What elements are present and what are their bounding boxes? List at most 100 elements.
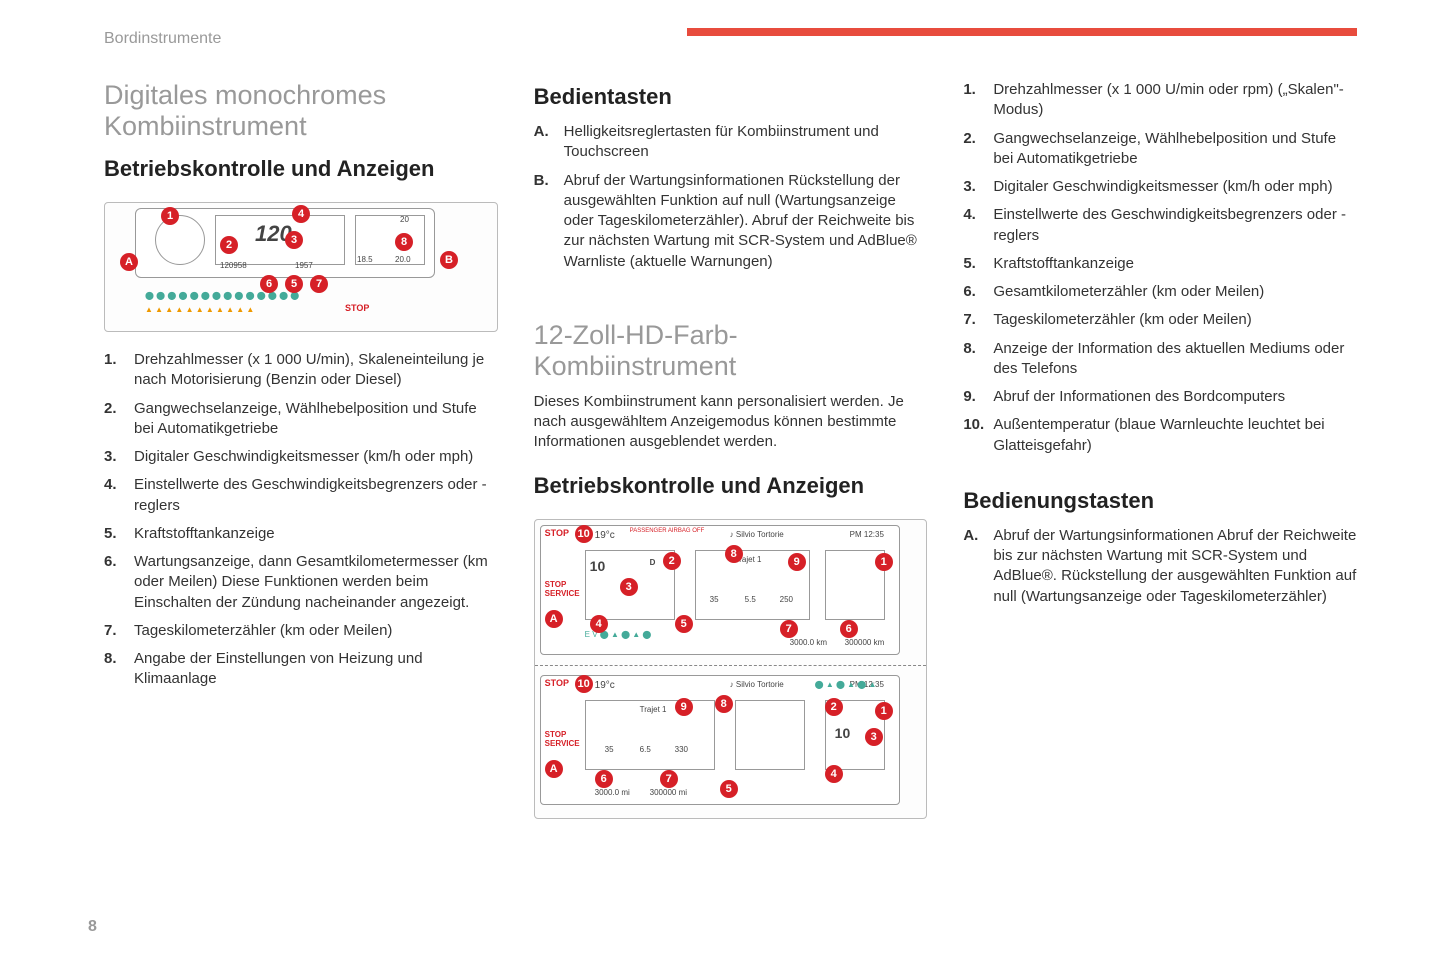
- callout-l9: 9: [675, 698, 693, 716]
- list-marker: 7.: [963, 310, 993, 330]
- callout-l10: 10: [575, 675, 593, 693]
- column-2: Bedientasten A.Helligkeitsreglertasten f…: [534, 80, 928, 837]
- hd-temp-2: 19°c: [595, 680, 615, 691]
- callout-8: 8: [395, 233, 413, 251]
- list-marker: 2.: [104, 399, 134, 419]
- list-col1: 1.Drehzahlmesser (x 1 000 U/min), Skalen…: [104, 350, 498, 698]
- hd-media-name-2: ♪ Silvio Tortorie: [730, 680, 784, 689]
- list-item-text: Anzeige der Information des aktuellen Me…: [993, 339, 1357, 380]
- list-marker: A.: [963, 526, 993, 546]
- callout-B: B: [440, 251, 458, 269]
- list-item-text: Abruf der Wartungsinformationen Rückstel…: [564, 171, 928, 272]
- hd-stop-2: STOP: [545, 678, 569, 688]
- list-item-text: Kraftstofftankanzeige: [993, 254, 1134, 274]
- list-item-text: Einstellwerte des Geschwindigkeitsbegren…: [134, 475, 498, 516]
- heading-bedientasten: Bedientasten: [534, 84, 928, 110]
- list-item-text: Einstellwerte des Geschwindigkeitsbegren…: [993, 205, 1357, 246]
- list-item-text: Angabe der Einstellungen von Heizung und…: [134, 649, 498, 690]
- hd-odo-2b: 300000 mi: [650, 788, 687, 797]
- subtitle-betriebskontrolle-2: Betriebskontrolle und Anzeigen: [534, 473, 928, 499]
- list-item-text: Drehzahlmesser (x 1 000 U/min), Skalenei…: [134, 350, 498, 391]
- callout-u6: 6: [840, 620, 858, 638]
- list-item-text: Gangwechselanzeige, Wählhebelposition un…: [993, 129, 1357, 170]
- dash-temp1: 18.5: [357, 255, 373, 264]
- hd-speed-1: 10: [590, 558, 606, 574]
- list-col2-alpha: A.Helligkeitsreglertasten für Kombiinstr…: [534, 122, 928, 280]
- section-header: Bordinstrumente: [104, 30, 221, 48]
- list-marker: 4.: [963, 205, 993, 225]
- list-item-text: Helligkeitsreglertasten für Kombiinstrum…: [564, 122, 928, 163]
- list-item-text: Tageskilometerzähler (km oder Meilen): [134, 621, 392, 641]
- callout-l8: 8: [715, 695, 733, 713]
- list-marker: 4.: [104, 475, 134, 495]
- column-3: 1.Drehzahlmesser (x 1 000 U/min oder rpm…: [963, 80, 1357, 837]
- figure-separator: [535, 665, 927, 666]
- callout-u1: 1: [875, 553, 893, 571]
- title-hd-instrument: 12-Zoll-HD-Farb-Kombiinstrument: [534, 320, 928, 382]
- callout-u8: 8: [725, 545, 743, 563]
- callout-3: 3: [285, 231, 303, 249]
- subtitle-betriebskontrolle-1: Betriebskontrolle und Anzeigen: [104, 156, 498, 182]
- list-marker: 10.: [963, 415, 993, 435]
- hd-temp-1: 19°c: [595, 530, 615, 541]
- callout-A: A: [120, 253, 138, 271]
- list-marker: 8.: [963, 339, 993, 359]
- hd-trajet-2: Trajet 1: [640, 705, 667, 714]
- warning-icons-row-2: ▲ ▲ ▲ ▲ ▲ ▲ ▲ ▲ ▲ ▲ ▲: [145, 305, 254, 314]
- hd-val-1b: 5.5: [745, 595, 756, 604]
- list-marker: A.: [534, 122, 564, 142]
- hd-val-1c: 250: [780, 595, 793, 604]
- hd-passenger-1: PASSENGER AIRBAG OFF: [630, 528, 705, 534]
- list-marker: 7.: [104, 621, 134, 641]
- list-item-text: Gangwechselanzeige, Wählhebelposition un…: [134, 399, 498, 440]
- callout-6: 6: [260, 275, 278, 293]
- list-marker: 3.: [104, 447, 134, 467]
- hd-service-1: STOPSERVICE: [545, 580, 580, 598]
- callout-2: 2: [220, 236, 238, 254]
- hd-service-2: STOPSERVICE: [545, 730, 580, 748]
- hd-odo-1a: 3000.0 km: [790, 638, 827, 647]
- hd-media-name-1: ♪ Silvio Tortorie: [730, 530, 784, 539]
- dash-stop-label: STOP: [345, 303, 369, 313]
- list-marker: 5.: [104, 524, 134, 544]
- list-marker: 1.: [104, 350, 134, 370]
- hd-val-2c: 330: [675, 745, 688, 754]
- hd-stop-1: STOP: [545, 528, 569, 538]
- dash-tacho: [155, 215, 205, 265]
- figure-hd-dashboard: STOP STOPSERVICE 19°c PASSENGER AIRBAG O…: [534, 519, 928, 819]
- list-item-text: Digitaler Geschwindigkeitsmesser (km/h o…: [993, 177, 1332, 197]
- hd-icons-2: ⬤ ▲ ⬤ ▲ ⬤ ▲: [815, 680, 877, 689]
- dash-temp2: 20.0: [395, 255, 411, 264]
- list-marker: 2.: [963, 129, 993, 149]
- title-mono-instrument: Digitales monochromes Kombiinstrument: [104, 80, 498, 142]
- accent-bar: [687, 28, 1357, 36]
- list-item-text: Abruf der Wartungsinformationen Abruf de…: [993, 526, 1357, 607]
- list-marker: 1.: [963, 80, 993, 100]
- page-number: 8: [88, 918, 97, 936]
- callout-4: 4: [292, 205, 310, 223]
- hd-speed-2: 10: [835, 725, 851, 741]
- hd-odo-2a: 3000.0 mi: [595, 788, 630, 797]
- callout-uA: A: [545, 610, 563, 628]
- figure-mono-dashboard: 120 120958 1957 18.5 20.0 20 ⬤ ⬤ ⬤ ⬤ ⬤ ⬤…: [104, 202, 498, 332]
- callout-l4: 4: [825, 765, 843, 783]
- list-item-text: Digitaler Geschwindigkeitsmesser (km/h o…: [134, 447, 473, 467]
- list-marker: 5.: [963, 254, 993, 274]
- dash-climate-set: 20: [400, 215, 409, 224]
- list-item-text: Außentemperatur (blaue Warnleuchte leuch…: [993, 415, 1357, 456]
- dash-odo: 120958: [220, 261, 247, 270]
- callout-l7: 7: [660, 770, 678, 788]
- list-marker: 6.: [963, 282, 993, 302]
- hd-val-2a: 35: [605, 745, 614, 754]
- list-item-text: Gesamtkilometerzähler (km oder Meilen): [993, 282, 1264, 302]
- list-item-text: Tageskilometerzähler (km oder Meilen): [993, 310, 1251, 330]
- callout-10: 10: [575, 525, 593, 543]
- list-col3: 1.Drehzahlmesser (x 1 000 U/min oder rpm…: [963, 80, 1357, 464]
- callout-u4: 4: [590, 615, 608, 633]
- list-item-text: Kraftstofftankanzeige: [134, 524, 275, 544]
- hd-val-1a: 35: [710, 595, 719, 604]
- callout-u3: 3: [620, 578, 638, 596]
- list-item-text: Drehzahlmesser (x 1 000 U/min oder rpm) …: [993, 80, 1357, 121]
- body-hd-desc: Dieses Kombiinstrument kann personalisie…: [534, 392, 928, 453]
- warning-icons-row-1: ⬤ ⬤ ⬤ ⬤ ⬤ ⬤ ⬤ ⬤ ⬤ ⬤ ⬤ ⬤ ⬤ ⬤: [145, 291, 299, 300]
